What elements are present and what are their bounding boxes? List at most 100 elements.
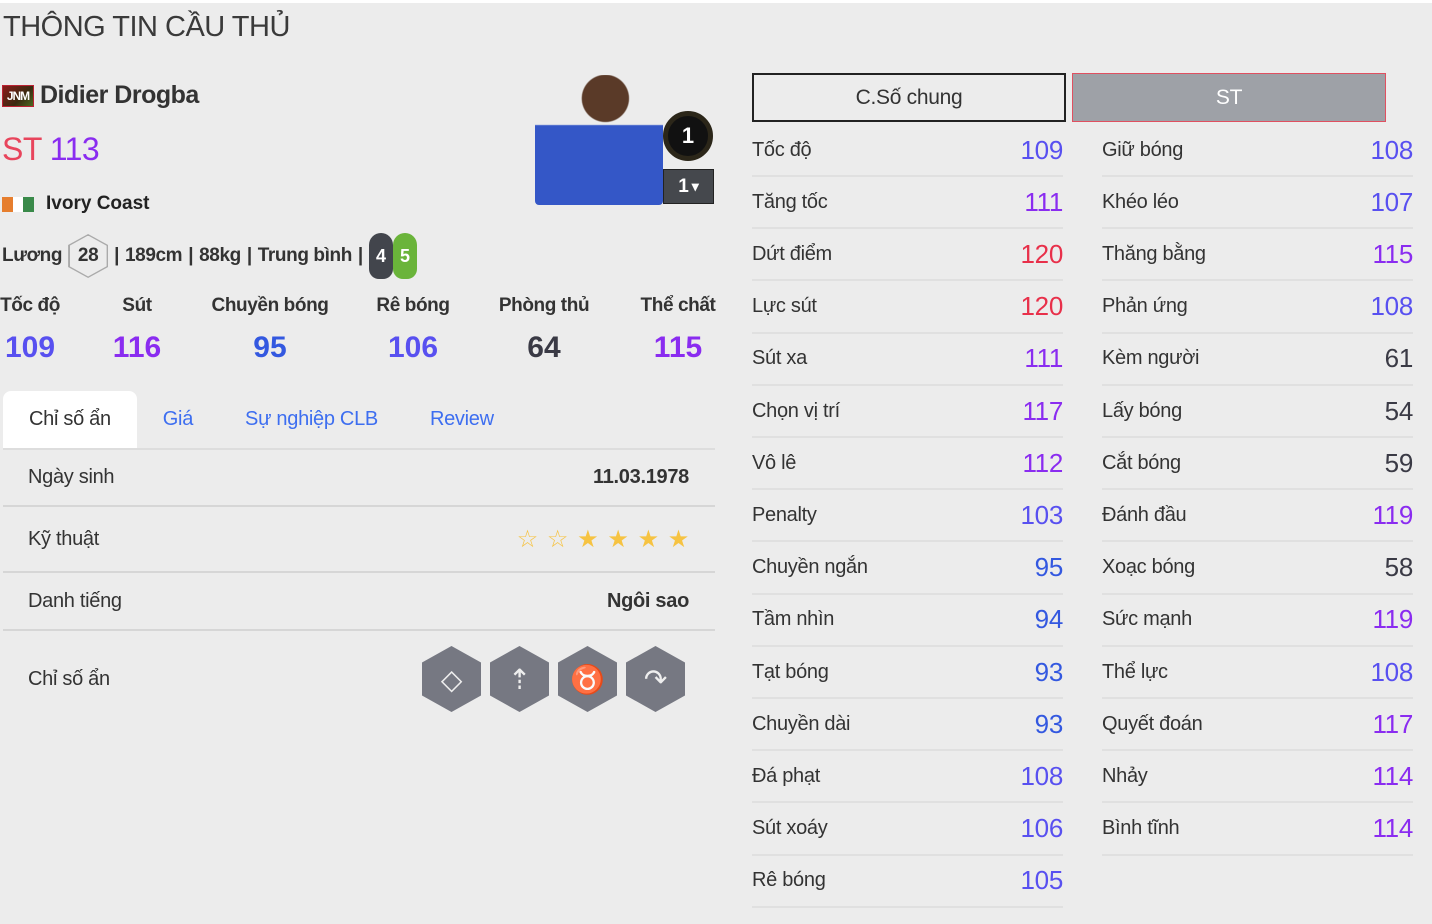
traits: ◇ ⇡ ♉ ↷ (422, 646, 685, 712)
stat-label: Khéo léo (1102, 190, 1179, 213)
stat-value: 111 (1024, 186, 1063, 217)
stat-row: Cắt bóng 59 (1102, 438, 1414, 491)
stat-value: 108 (1020, 760, 1064, 791)
stat-row: Thăng bằng 115 (1102, 229, 1413, 282)
stat-row: Vô lê 112 (752, 438, 1063, 491)
stat-row: Lấy bóng 54 (1102, 386, 1413, 438)
stat-row: Sút xoáy 106 (752, 804, 1063, 856)
tab-0[interactable]: Chỉ số ẩn (3, 391, 137, 448)
star-empty-icon: ☆ (546, 525, 569, 553)
star-filled-icon: ★ (637, 525, 660, 553)
separator: | (357, 245, 363, 266)
summary-label: Rê bóng (376, 295, 450, 316)
stats-panel: C.Số chung ST Tốc độ 109 Tăng tốc 111 Dứt đi… (752, 73, 1414, 908)
stat-row: Chọn vị trí 117 (752, 386, 1063, 438)
player-meta: Lương 28 | 189cm | 88kg | Trung bình | 4… (2, 233, 417, 279)
skill-stars: ☆ ☆ ★ ★ ★ ★ (516, 525, 690, 554)
height: 189cm (125, 245, 183, 266)
stat-label: Giữ bóng (1102, 138, 1184, 161)
stat-value: 120 (1020, 291, 1064, 322)
separator: | (114, 245, 120, 266)
stat-label: Dứt điểm (752, 242, 832, 265)
stat-value: 61 (1384, 343, 1414, 374)
stat-row: Đánh đầu 119 (1102, 490, 1413, 543)
traits-row: Chỉ số ẩn ◇ ⇡ ♉ ↷ (3, 631, 715, 727)
nation: Ivory Coast (2, 193, 149, 215)
skill-label: Kỹ thuật (28, 527, 99, 550)
traits-label: Chỉ số ẩn (28, 667, 110, 690)
caret-down-icon: ▾ (691, 178, 699, 194)
star-filled-icon: ★ (667, 525, 690, 553)
summary-stat: Tốc độ 109 (0, 295, 60, 365)
stat-value: 58 (1384, 552, 1414, 583)
stat-row: Rê bóng 105 (752, 856, 1063, 908)
general-stats-tab[interactable]: C.Số chung (752, 73, 1066, 122)
stat-row: Sức mạnh 119 (1102, 595, 1413, 647)
stat-label: Thăng bằng (1102, 242, 1206, 265)
info-tabs: Chỉ số ẩn Giá Sự nghiệp CLB Review (3, 391, 715, 450)
stat-row: Dứt điểm 120 (752, 229, 1064, 282)
summary-value: 95 (253, 331, 287, 364)
stat-label: Tạt bóng (752, 660, 829, 683)
summary-stat: Rê bóng 106 (376, 295, 450, 365)
summary-label: Phòng thủ (498, 295, 590, 316)
stat-label: Rê bóng (752, 869, 826, 892)
season-logo: JNM (2, 84, 34, 107)
summary-value: 115 (653, 331, 703, 364)
star-empty-icon: ☆ (516, 525, 539, 553)
stat-label: Lực sút (752, 295, 817, 318)
bull-icon[interactable]: ♉ (558, 646, 617, 712)
weight: 88kg (199, 245, 241, 266)
stat-label: Chuyền ngắn (752, 556, 868, 579)
stat-value: 114 (1372, 813, 1413, 844)
stat-value: 109 (1020, 134, 1064, 165)
tab-3[interactable]: Review (429, 408, 494, 430)
stat-label: Vô lê (752, 451, 797, 474)
stat-label: Xoạc bóng (1102, 556, 1195, 579)
stat-label: Lấy bóng (1102, 399, 1182, 422)
stat-value: 117 (1022, 395, 1063, 426)
stat-label: Penalty (752, 503, 817, 526)
birth-row: Ngày sinh 11.03.1978 (3, 450, 715, 507)
stat-label: Sút xoáy (752, 817, 828, 840)
stat-value: 111 (1024, 343, 1063, 374)
stat-value: 105 (1020, 865, 1064, 896)
stat-value: 54 (1384, 395, 1414, 426)
stat-row: Tạt bóng 93 (752, 647, 1063, 699)
skill-row: Kỹ thuật ☆ ☆ ★ ★ ★ ★ (3, 507, 715, 573)
feet-icon: 4 5 (368, 233, 417, 279)
stat-label: Đá phạt (752, 764, 820, 787)
power-header-icon[interactable]: ⇡ (490, 646, 549, 712)
curve-shot-icon[interactable]: ↷ (626, 646, 685, 712)
diamond-icon[interactable]: ◇ (422, 646, 481, 712)
position-ovr: ST 113 (2, 131, 100, 168)
upgrade-level-dropdown[interactable]: 1 ▾ (663, 169, 714, 204)
birth-value: 11.03.1978 (593, 466, 689, 488)
summary-stat: Phòng thủ 64 (498, 295, 590, 365)
summary-label: Thể chất (640, 295, 716, 316)
stat-value: 120 (1020, 238, 1064, 269)
stat-row: Nhảy 114 (1102, 751, 1413, 804)
stat-value: 94 (1034, 604, 1064, 635)
stat-label: Chuyền dài (752, 712, 851, 735)
stat-label: Bình tĩnh (1102, 817, 1180, 840)
season-badge: 1 (663, 111, 713, 161)
position-stats-tab[interactable]: ST (1072, 73, 1386, 122)
stat-row: Chuyền dài 93 (752, 699, 1063, 752)
summary-value: 64 (527, 331, 561, 364)
tab-2[interactable]: Sự nghiệp CLB (245, 408, 378, 430)
summary-stat: Sút 116 (113, 295, 161, 365)
stat-value: 95 (1034, 552, 1064, 583)
player-photo (535, 75, 663, 205)
stat-value: 106 (1020, 813, 1064, 844)
stat-row: Sút xa 111 (752, 334, 1063, 386)
stat-row: Chuyền ngắn 95 (752, 543, 1063, 595)
summary-label: Tốc độ (0, 295, 60, 316)
stat-value: 112 (1022, 447, 1063, 478)
star-filled-icon: ★ (577, 525, 599, 553)
stat-value: 107 (1370, 186, 1414, 217)
stat-value: 59 (1384, 447, 1414, 478)
stat-row: Phản ứng 108 (1102, 282, 1413, 334)
ovr: 113 (49, 131, 100, 167)
tab-1[interactable]: Giá (162, 408, 194, 430)
